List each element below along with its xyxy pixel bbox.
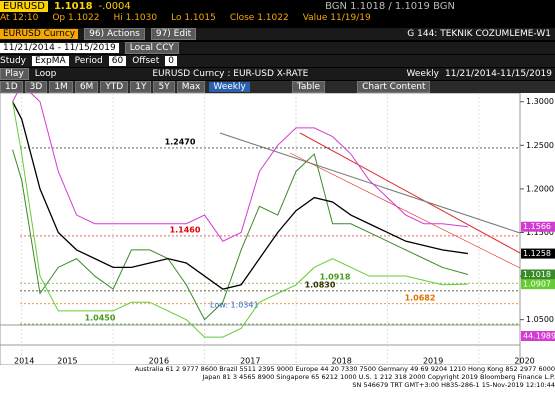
offset[interactable]: 0 (165, 56, 177, 66)
level-label: 1.0450 (85, 314, 116, 323)
x-tick-label: 2017 (240, 357, 260, 366)
change: -.0004 (98, 0, 131, 12)
y-tick-label: 1.3000 (526, 97, 554, 106)
footer-line: Australia 61 2 9777 8600 Brazil 5511 239… (134, 365, 555, 373)
x-tick-label: 2014 (14, 357, 34, 366)
period[interactable]: 60 (108, 56, 127, 66)
period-button[interactable]: 1Y (130, 81, 152, 93)
span: 11/21/2014-11/15/2019 (445, 69, 552, 79)
x-tick-label: 2020 (514, 357, 534, 366)
range-row: 11/21/2014 - 11/15/2019 Local CCY (0, 42, 555, 54)
indicator-panel (0, 324, 521, 346)
chart: 1.05001.10001.15001.20001.25001.30002014… (0, 93, 555, 400)
chart-content[interactable]: Chart Content (357, 81, 431, 93)
frequency: Weekly (406, 69, 439, 79)
offset-label: Offset (132, 56, 160, 66)
study[interactable]: ExpMA (32, 56, 69, 66)
end-tag (521, 248, 555, 259)
security[interactable]: EURUSD Curncy (0, 29, 79, 39)
currency[interactable]: Local CCY (124, 42, 179, 54)
period-button[interactable]: 1M (49, 81, 73, 93)
end-label: 1.0907 (523, 280, 551, 289)
study-label: Study (0, 56, 26, 66)
range[interactable]: 11/21/2014 - 11/15/2019 (0, 43, 119, 53)
level-label: 1.0830 (305, 280, 336, 289)
end-label: 1.1018 (523, 270, 551, 279)
interval[interactable]: Weekly (209, 82, 250, 92)
period-button[interactable]: Max (176, 81, 206, 93)
security-row: EURUSD Curncy 96) Actions 97) Edit G 144… (0, 28, 555, 40)
x-tick-label: 2018 (332, 357, 352, 366)
template: G 144: TEKNIK COZUMLEME-W1 (407, 29, 551, 39)
level-label: 1.1460 (170, 225, 201, 234)
edit[interactable]: 97) Edit (150, 28, 197, 40)
y-tick-label: 1.0500 (526, 315, 554, 324)
period-button[interactable]: 5Y (153, 81, 175, 93)
close: Close 1.1022 (229, 13, 289, 23)
at: At 12:10 (0, 13, 39, 23)
x-tick-label: 2019 (423, 357, 443, 366)
y-tick-label: 1.2000 (526, 184, 554, 193)
low-note: Low: 1.0341 (210, 301, 259, 310)
series-line (12, 93, 468, 242)
end-tag (521, 269, 555, 280)
y-tick-label: 1.1500 (526, 228, 554, 237)
description: EURUSD Curncy : EUR-USD X-RATE (152, 69, 309, 79)
y-tick-label: 1.2500 (526, 141, 554, 150)
period-button[interactable]: 3D (24, 81, 48, 93)
high: Hi 1.1030 (113, 13, 158, 23)
period-button[interactable]: YTD (100, 81, 129, 93)
table[interactable]: Table (291, 81, 326, 93)
last: 1.1018 (53, 0, 93, 12)
trend-line (299, 132, 521, 254)
end-tag (521, 221, 555, 232)
end-tag (521, 279, 555, 290)
end-label: 1.1566 (523, 222, 551, 231)
series-line (12, 149, 469, 321)
ticker: EURUSD (0, 0, 48, 12)
quote-row: EURUSD 1.1018 -.0004 BGN 1.1018 / 1.1019… (0, 0, 555, 12)
footer-line: Japan 81 3 4565 8900 Singapore 65 6212 1… (202, 373, 555, 381)
indicator-tag (521, 331, 555, 341)
low: Lo 1.1015 (171, 13, 216, 23)
series-line (11, 101, 468, 290)
study-row: Study ExpMA Period 60 Offset 0 (0, 55, 555, 67)
level-label: 1.2470 (165, 137, 196, 146)
indicator-label: 44.1989 (523, 332, 555, 341)
footer: Australia 61 2 9777 8600 Brazil 5511 239… (0, 365, 555, 400)
end-label: 1.1258 (523, 249, 551, 258)
period-buttons: Weekly Table Chart Content 1D 3D 1M 6M YTD 1Y… (0, 81, 555, 93)
period-button[interactable]: 6M (74, 81, 99, 93)
level-label: 1.0682 (405, 293, 436, 302)
period-button[interactable]: 1D (0, 81, 23, 93)
play[interactable]: Play (0, 68, 29, 80)
x-tick-label: 2015 (57, 357, 77, 366)
trend-line (219, 132, 521, 234)
loop[interactable]: Loop (34, 69, 57, 79)
trend-line (289, 152, 521, 269)
footer-line: SN 546679 TRT GMT+3:00 H835-286-1 15-Nov… (352, 381, 555, 389)
actions[interactable]: 96) Actions (84, 28, 145, 40)
value: Value 11/19/19 (302, 13, 371, 23)
level-label: 1.0918 (320, 273, 351, 282)
open: Op 1.1022 (52, 13, 100, 23)
series-line (12, 101, 468, 338)
play-row: Play Loop EURUSD Curncy : EUR-USD X-RATE… (0, 68, 555, 80)
quote: BGN 1.1018 / 1.1019 BGN (325, 0, 455, 12)
ohlc-row: At 12:10 Op 1.1022 Hi 1.1030 Lo 1.1015 C… (0, 12, 555, 24)
x-tick-label: 2016 (149, 357, 169, 366)
period-label: Period (74, 56, 103, 66)
